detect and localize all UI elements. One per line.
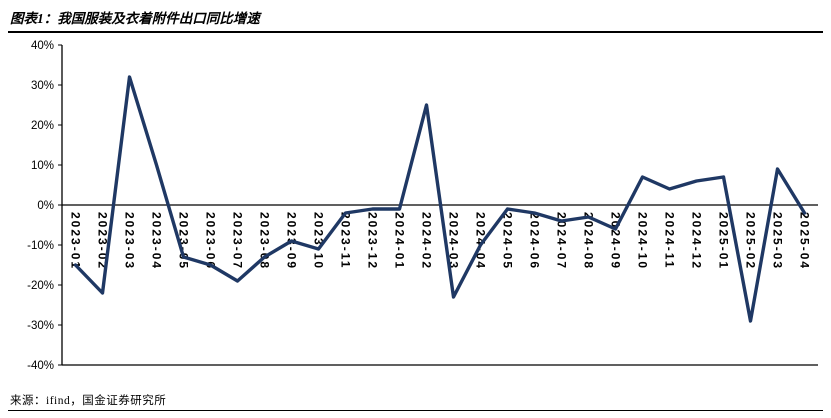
x-axis-tick-label: 2024-03	[447, 212, 461, 270]
source-note: 来源：ifind，国金证券研究所	[10, 395, 167, 407]
x-axis-tick-label: 2024-01	[393, 212, 407, 270]
y-axis-tick-label: -40%	[27, 360, 54, 372]
x-axis-tick-label: 2025-02	[744, 212, 758, 270]
x-axis-tick-label: 2023-01	[69, 212, 83, 270]
series-line	[73, 75, 807, 323]
y-axis-tick-label: 10%	[31, 160, 54, 172]
x-axis-tick-label: 2023-11	[339, 212, 353, 269]
x-axis-tick-label: 2024-07	[555, 212, 569, 270]
y-axis-tick-label: 20%	[31, 120, 54, 132]
y-axis-tick-label: 40%	[31, 40, 54, 52]
x-axis-tick-label: 2024-12	[690, 212, 704, 270]
x-axis-tick-label: 2024-02	[420, 212, 434, 270]
x-axis-tick-label: 2025-03	[771, 212, 785, 270]
x-axis-tick-label: 2024-11	[663, 212, 677, 269]
y-axis-tick-label: 0%	[37, 200, 54, 212]
y-axis-tick-label: -10%	[27, 240, 54, 252]
chart-title: 图表1：我国服装及衣着附件出口同比增速	[10, 11, 260, 26]
x-axis-tick-label: 2023-12	[366, 212, 380, 270]
x-axis-tick-label: 2023-03	[123, 212, 137, 270]
title-divider	[8, 31, 823, 33]
x-axis-tick-label: 2025-04	[798, 212, 812, 270]
x-axis-tick-label: 2024-06	[528, 212, 542, 270]
x-axis-tick-label: 2024-10	[636, 212, 650, 270]
bottom-divider	[8, 410, 823, 411]
y-axis-tick-label: -20%	[27, 280, 54, 292]
x-axis-tick-label: 2023-06	[204, 212, 218, 270]
x-axis-tick-label: 2025-01	[717, 212, 731, 270]
x-axis-tick-label: 2023-05	[177, 212, 191, 270]
x-axis-tick-label: 2023-07	[231, 212, 245, 270]
x-axis-tick-label: 2023-10	[312, 212, 326, 270]
x-axis-tick-label: 2024-05	[501, 212, 515, 270]
y-axis-tick-label: -30%	[27, 320, 54, 332]
x-axis-tick-label: 2024-04	[474, 212, 488, 270]
x-axis-tick-label: 2023-04	[150, 212, 164, 270]
y-axis-tick-label: 30%	[31, 80, 54, 92]
x-axis-tick-label: 2024-08	[582, 212, 596, 270]
